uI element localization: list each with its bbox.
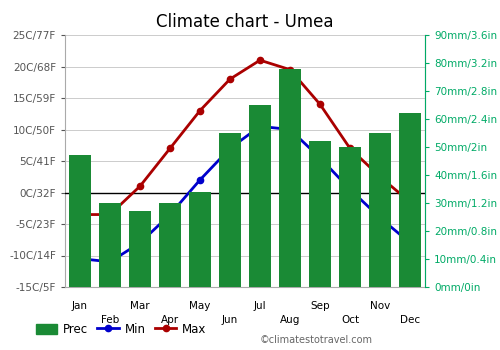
- Bar: [279, 69, 301, 287]
- Bar: [219, 133, 241, 287]
- Text: Mar: Mar: [130, 301, 150, 311]
- Text: Oct: Oct: [341, 315, 359, 325]
- Bar: [249, 105, 271, 287]
- Bar: [339, 147, 361, 287]
- Title: Climate chart - Umea: Climate chart - Umea: [156, 13, 334, 31]
- Text: Jul: Jul: [254, 301, 266, 311]
- Text: May: May: [190, 301, 210, 311]
- Bar: [189, 192, 211, 287]
- Bar: [129, 211, 151, 287]
- Text: Nov: Nov: [370, 301, 390, 311]
- Text: Jun: Jun: [222, 315, 238, 325]
- Bar: [69, 155, 91, 287]
- Bar: [159, 203, 181, 287]
- Text: Apr: Apr: [161, 315, 179, 325]
- Text: Feb: Feb: [101, 315, 119, 325]
- Legend: Prec, Min, Max: Prec, Min, Max: [31, 318, 211, 341]
- Text: Jan: Jan: [72, 301, 88, 311]
- Text: ©climatestotravel.com: ©climatestotravel.com: [260, 335, 373, 345]
- Text: Dec: Dec: [400, 315, 420, 325]
- Text: Aug: Aug: [280, 315, 300, 325]
- Bar: [369, 133, 391, 287]
- Text: Sep: Sep: [310, 301, 330, 311]
- Bar: [309, 141, 331, 287]
- Bar: [399, 113, 421, 287]
- Bar: [99, 203, 121, 287]
